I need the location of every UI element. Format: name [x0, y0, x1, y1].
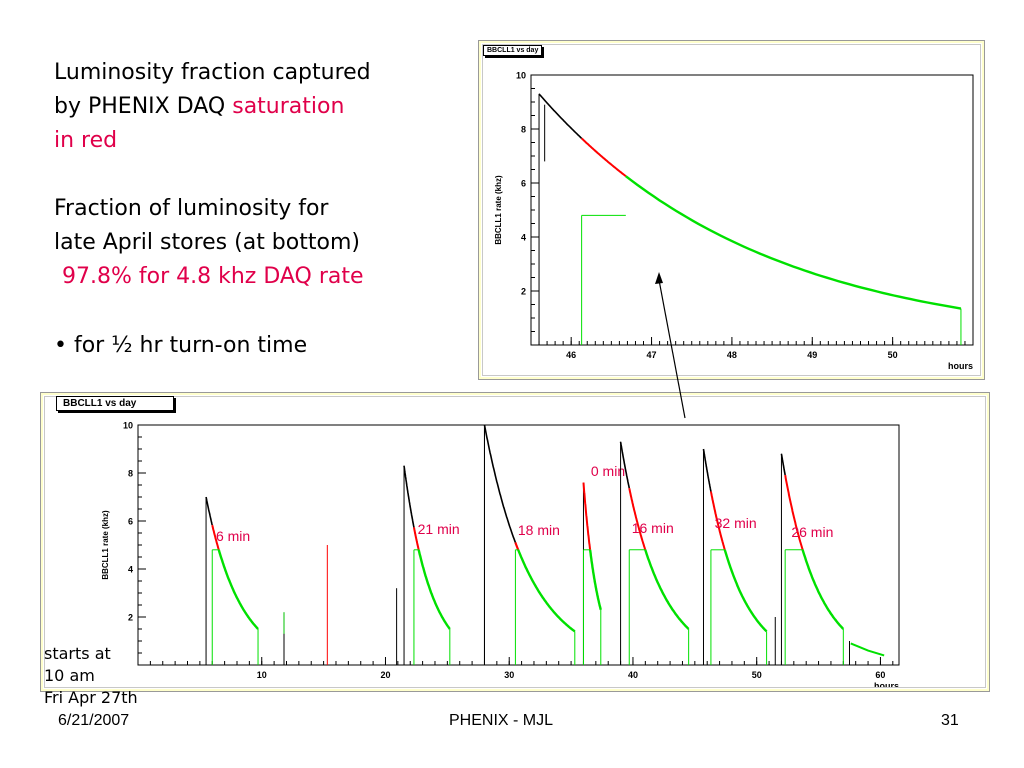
x-tick-label: 20 [380, 670, 390, 680]
store-3-saturation [582, 482, 592, 550]
store-5-captured [723, 549, 768, 633]
store-2-saturation [514, 541, 520, 551]
text-line-2-black: by PHENIX DAQ [54, 94, 233, 119]
lower-chart-title: BBCLL1 vs day [56, 396, 174, 411]
x-tick-label: 50 [752, 670, 762, 680]
store-5-saturation [709, 491, 726, 551]
y-tick-label: 6 [128, 517, 133, 527]
footer-date: 6/21/2007 [58, 712, 130, 729]
y-axis-label: BBCLL1 rate (khz) [101, 510, 110, 580]
x-tick-label: 47 [647, 350, 657, 360]
x-tick-label: 40 [628, 670, 638, 680]
page-number: 31 [941, 712, 959, 729]
y-axis-label: BBCLL1 rate (khz) [494, 175, 503, 245]
plot-frame [530, 74, 974, 346]
store-0-captured [217, 549, 259, 630]
y-tick-label: 4 [128, 565, 133, 575]
store-1-captured [417, 549, 451, 630]
lower-chart-area: 2 4 6 8 10 10 20 30 40 50 60 hours BBCLL1 rate (khz)… [44, 396, 986, 691]
y-tick-label: 8 [128, 469, 133, 479]
store-5-pre-turnon [702, 448, 712, 492]
store-0-pre-turnon [205, 496, 213, 526]
saturation-word: saturation [232, 94, 345, 119]
footer-title: PHENIX - MJL [449, 712, 554, 729]
upper-chart-area: 2 4 6 8 10 46 47 48 49 50 hours BBCLL1 rate (khz) [482, 44, 981, 376]
store-u-captured [625, 175, 962, 310]
store-u-saturation [581, 137, 627, 177]
store-6-saturation [784, 474, 804, 550]
text-line-1: Luminosity fraction captured [54, 60, 371, 85]
store-3-captured [588, 549, 602, 611]
x-axis-label: hours [874, 681, 899, 687]
plot-frame [137, 424, 900, 666]
store-1-pre-turnon [403, 465, 415, 528]
text-line-5: late April stores (at bottom) [54, 230, 360, 255]
x-axis-label: hours [948, 361, 973, 371]
x-tick-label: 30 [504, 670, 514, 680]
text-line-6: 97.8% for 4.8 khz DAQ rate [62, 264, 364, 289]
y-tick-label: 10 [516, 71, 526, 81]
text-line-2: by PHENIX DAQ saturation [54, 94, 344, 119]
x-tick-label: 60 [875, 670, 885, 680]
store-2-captured [517, 549, 576, 633]
text-line-4: Fraction of luminosity for [54, 196, 329, 221]
store-6-captured [801, 549, 845, 630]
y-tick-label: 6 [521, 179, 526, 189]
store-1-turnon-label: 21 min [418, 521, 460, 537]
y-tick-label: 2 [128, 613, 133, 623]
bullet-turn-on: • for ½ hr turn-on time [54, 333, 308, 358]
x-tick-label: 46 [566, 350, 576, 360]
store-6-pre-turnon [780, 453, 786, 476]
store-0-saturation [211, 524, 220, 551]
x-tick-label: 10 [257, 670, 267, 680]
store-5-turnon-label: 32 min [715, 515, 757, 531]
x-tick-label: 50 [888, 350, 898, 360]
y-tick-label: 10 [123, 421, 133, 431]
starts-note-line-3: Fri Apr 27th [44, 688, 138, 707]
text-line-3: in red [54, 128, 118, 153]
x-tick-label: 48 [727, 350, 737, 360]
store-2-turnon-label: 18 min [518, 522, 560, 538]
store-1-saturation [412, 527, 420, 551]
store-0-turnon-label: 6 min [216, 528, 250, 544]
store-2-pre-turnon [483, 424, 517, 543]
y-tick-label: 4 [521, 233, 526, 243]
store-4-saturation [628, 487, 647, 551]
store-6-turnon-label: 26 min [791, 524, 833, 540]
starts-note-line-2: 10 am [44, 666, 95, 685]
store-u-pre-turnon [538, 93, 583, 139]
y-tick-label: 2 [521, 287, 526, 297]
upper-chart-title: BBCLL1 vs day [483, 45, 543, 56]
x-tick-label: 49 [807, 350, 817, 360]
store-4-turnon-label: 16 min [632, 520, 674, 536]
store-3-turnon-label: 0 min [591, 463, 625, 479]
store-4-pre-turnon [619, 441, 630, 489]
store-4-captured [644, 549, 690, 630]
starts-note-line-1: starts at [44, 644, 111, 663]
tail-captured [850, 642, 885, 657]
y-tick-label: 8 [521, 125, 526, 135]
